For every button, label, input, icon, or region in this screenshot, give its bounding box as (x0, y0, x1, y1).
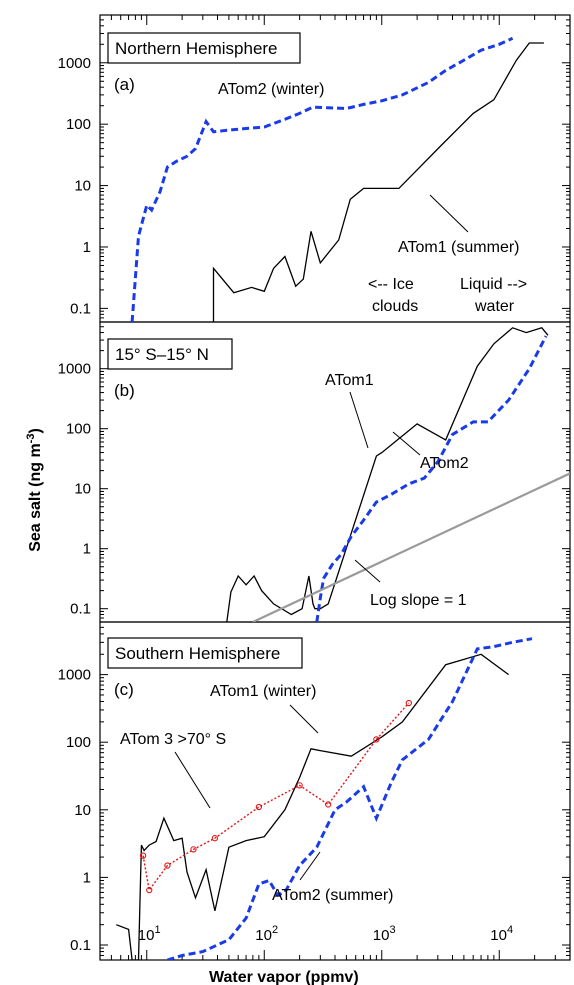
panel-c-label: (c) (114, 680, 134, 699)
atom1-winter-leader (289, 704, 319, 734)
y-tick-label: 10 (74, 481, 91, 498)
atom2-summer-label: ATom2 (summer) (272, 887, 394, 904)
series-marker (190, 846, 197, 853)
series-marker (255, 803, 263, 811)
series-line (166, 637, 533, 960)
y-tick-label: 10 (74, 802, 91, 819)
panel-a-title-box (107, 32, 301, 64)
panel-a-label: (a) (114, 75, 135, 94)
atom2-label: ATom2 (420, 455, 469, 472)
series-marker (325, 801, 332, 808)
panel-b-title: 15° S–15° N (115, 345, 209, 364)
series-marker (405, 699, 412, 707)
atom1-summer-leader (429, 194, 469, 233)
series-marker (296, 782, 303, 789)
panel-a-title: Northern Hemisphere (115, 39, 278, 58)
y-tick-label: 1 (83, 239, 91, 256)
atom3-leader (174, 751, 211, 809)
data-series (116, 36, 570, 960)
log-slope-leader (354, 559, 381, 583)
atom1-label: ATom1 (325, 372, 374, 389)
log-slope-label: Log slope = 1 (370, 592, 467, 609)
y-tick-label: 1000 (58, 667, 91, 684)
y-tick-label: 1 (83, 869, 91, 886)
atom3-label: ATom 3 >70° S (120, 731, 226, 748)
series-marker (164, 862, 171, 869)
series-line (212, 42, 544, 322)
y-tick-label: 1000 (58, 361, 91, 378)
x-tick-label: 101 (138, 924, 161, 944)
atom2-leader (392, 431, 421, 456)
y-tick-label: 100 (66, 734, 91, 751)
series-line (252, 472, 570, 622)
atom2-summer-leader (299, 851, 321, 881)
panel-b-title-box (107, 338, 233, 370)
y-tick-label: 100 (66, 116, 91, 133)
ice-clouds-arrow-label: <-- Ice (368, 276, 414, 293)
x-tick-label: 104 (490, 924, 513, 944)
atom1-leader (349, 391, 369, 449)
series-line (116, 653, 509, 960)
liquid-water-arrow-label: Liquid --> (460, 276, 527, 293)
atom1-winter-label: ATom1 (winter) (210, 683, 316, 700)
liquid-water-label: water (474, 298, 515, 315)
atom1-summer-label: ATom1 (summer) (398, 239, 520, 256)
y-tick-label: 1 (83, 541, 91, 558)
series-marker (146, 886, 153, 894)
series-line (226, 327, 549, 622)
y-tick-label: 0.1 (70, 601, 91, 618)
axes-ticks: 101 102 103 1040.111010010000.111010010000.… (58, 14, 571, 961)
x-tick-label: 102 (255, 924, 278, 944)
panel-c-frame (99, 621, 571, 961)
y-tick-label: 100 (66, 421, 91, 438)
x-axis-title: Water vapor (ppmv) (209, 969, 359, 985)
y-tick-label: 0.1 (70, 300, 91, 317)
series-line (130, 36, 514, 322)
panel-c-title: Southern Hemisphere (115, 644, 280, 663)
panel-c-title-box (107, 637, 303, 669)
series-marker (139, 852, 147, 859)
series-line (315, 335, 548, 622)
y-tick-label: 10 (74, 178, 91, 195)
y-tick-label: 0.1 (70, 937, 91, 954)
ice-clouds-label: clouds (372, 298, 418, 315)
atom2-winter-label: ATom2 (winter) (218, 81, 324, 98)
panel-b-label: (b) (114, 381, 135, 400)
x-tick-label: 103 (373, 924, 396, 944)
series-marker (373, 736, 380, 743)
y-tick-label: 1000 (58, 55, 91, 72)
y-axis-title: Sea salt (ng m-3) (25, 428, 44, 552)
series-marker (211, 835, 219, 842)
